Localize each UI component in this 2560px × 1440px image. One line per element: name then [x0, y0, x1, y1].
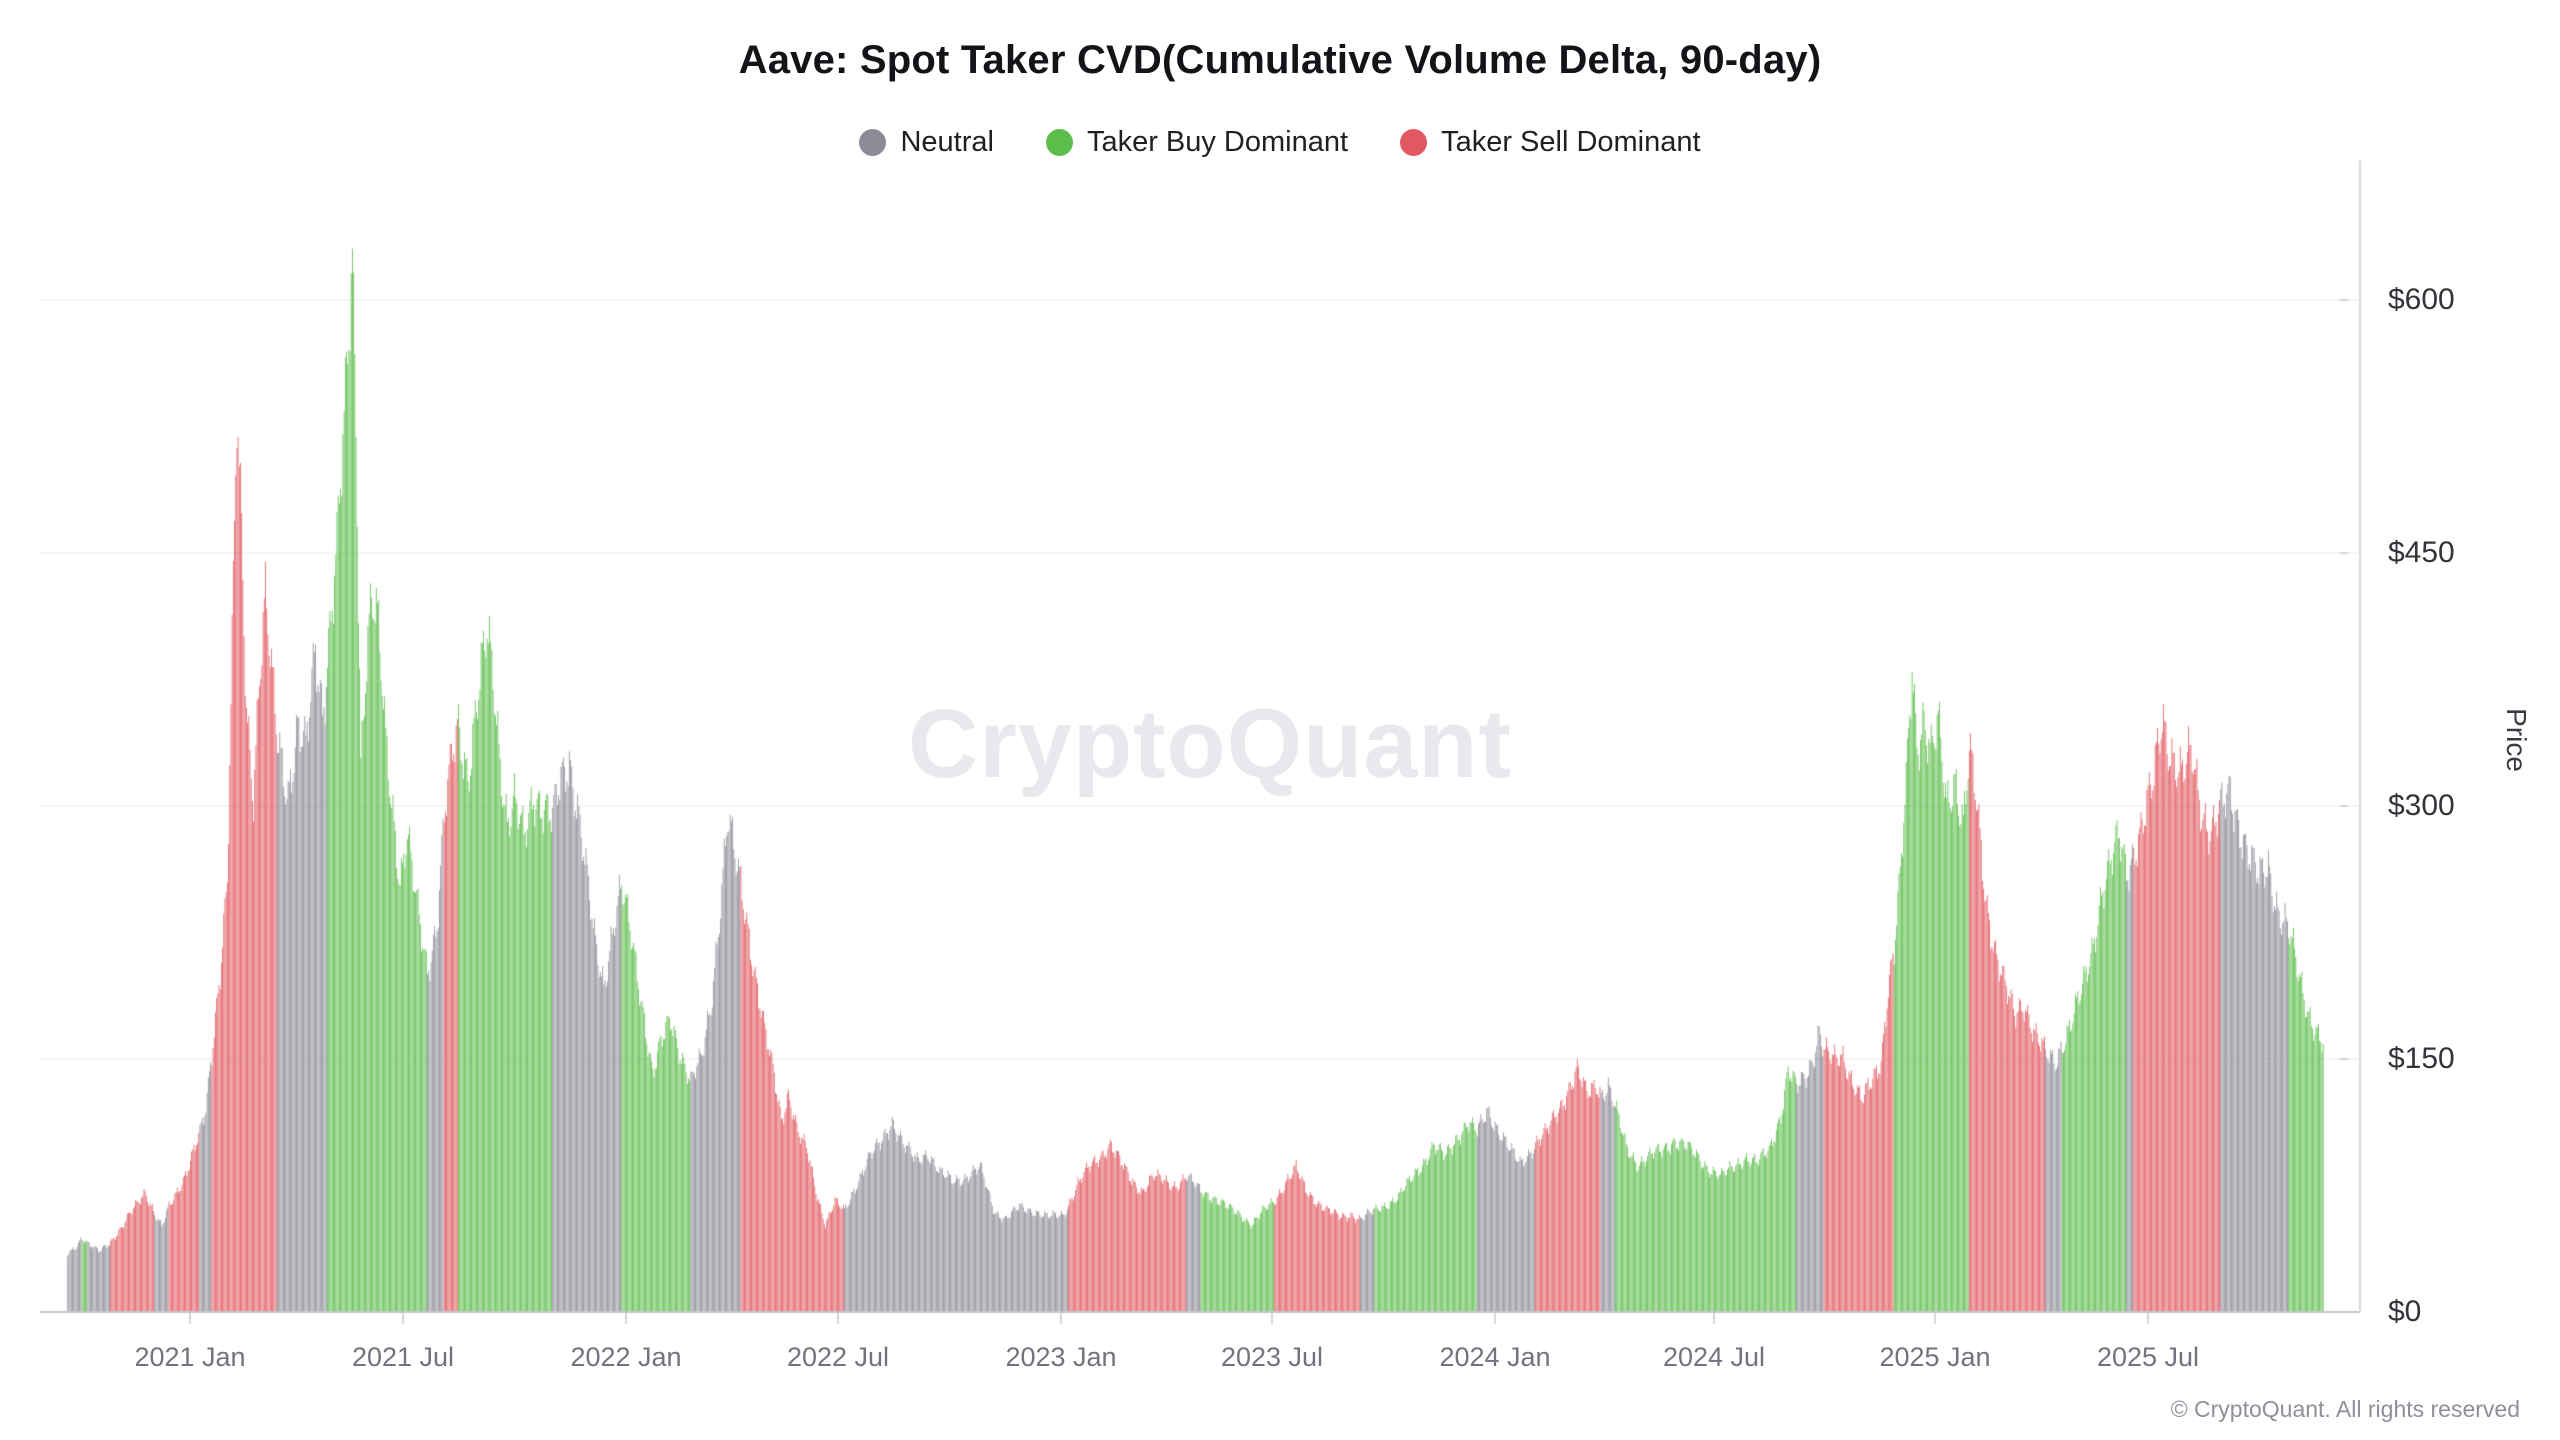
y-tick-0: $0 — [2388, 1295, 2422, 1328]
y-tick-450: $450 — [2388, 536, 2455, 569]
x-tick-2025-jan: 2025 Jan — [1879, 1342, 1991, 1372]
x-tick-2022-jan: 2022 Jan — [570, 1342, 682, 1372]
x-tick-2021-jan: 2021 Jan — [134, 1342, 246, 1372]
y-tick-600: $600 — [2388, 283, 2455, 316]
x-tick-2025-jul: 2025 Jul — [2096, 1342, 2200, 1372]
x-tick-2024-jan: 2024 Jan — [1439, 1342, 1551, 1372]
copyright-footer: © CryptoQuant. All rights reserved — [2170, 1396, 2520, 1422]
x-tick-2021-jul: 2021 Jul — [351, 1342, 455, 1372]
x-tick-2023-jan: 2023 Jan — [1005, 1342, 1117, 1372]
y-tick-300: $300 — [2388, 789, 2455, 822]
y-tick-150: $150 — [2388, 1042, 2455, 1075]
x-tick-2023-jul: 2023 Jul — [1220, 1342, 1324, 1372]
y-axis-title-price: Price — [2501, 708, 2532, 772]
x-tick-2022-jul: 2022 Jul — [786, 1342, 890, 1372]
x-tick-2024-jul: 2024 Jul — [1662, 1342, 1766, 1372]
